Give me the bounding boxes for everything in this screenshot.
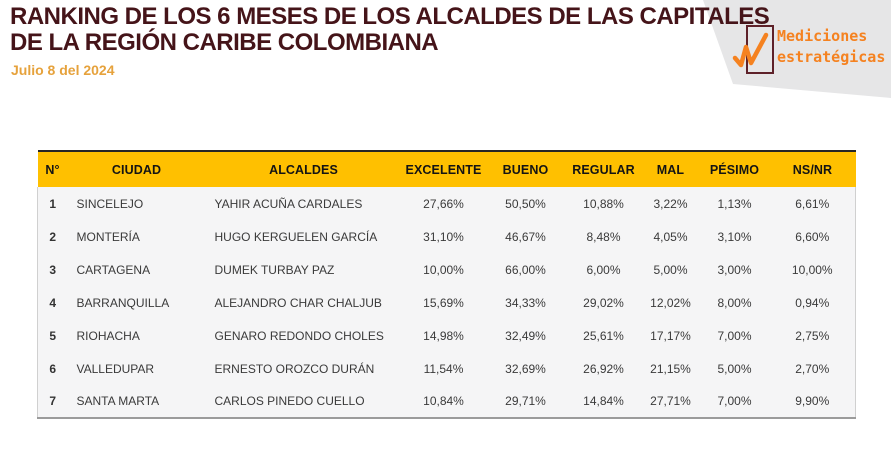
value-cell-nsnr: 6,60% — [769, 220, 856, 253]
value-cell-mal: 12,02% — [650, 295, 691, 310]
value-cell-regular: 10,88% — [583, 196, 624, 211]
page-title-line1: RANKING DE LOS 6 MESES DE LOS ALCALDES D… — [10, 3, 770, 30]
value-cell-mal: 27,71% — [641, 385, 700, 419]
value-cell-bueno: 32,49% — [505, 328, 546, 343]
value-cell-mal: 17,17% — [650, 328, 691, 343]
row-number-cell: 2 — [37, 220, 68, 253]
column-header-regular: REGULAR — [565, 150, 642, 187]
table-row: 2 MONTERÍA HUGO KERGUELEN GARCÍA 31,10% 46,6… — [37, 220, 856, 253]
row-number-cell: 6 — [37, 352, 68, 385]
table-row: 3 CARTAGENA DUMEK TURBAY PAZ 10,00% 66,00% 6,… — [37, 253, 856, 286]
table-row: 5 RIOHACHA GENARO REDONDO CHOLES 14,98% 32,4… — [37, 319, 856, 352]
ranking-table-container: N° CIUDAD ALCALDES EXCELENTE BUENO REGULAR MAL… — [37, 150, 856, 419]
page-title-line2: DE LA REGIÓN CARIBE COLOMBIANA — [10, 29, 439, 56]
value-cell-regular: 6,00% — [586, 262, 621, 277]
value-cell-mal: 3,22% — [653, 196, 688, 211]
city-cell: BARRANQUILLA — [76, 295, 170, 310]
value-cell-regular: 29,02% — [583, 295, 624, 310]
column-header-alcaldes: ALCALDES — [205, 150, 402, 187]
city-cell: SANTA MARTA — [67, 385, 206, 419]
table-row: 1 SINCELEJO YAHIR ACUÑA CARDALES 27,66% 50,5… — [37, 187, 856, 220]
column-header-bueno: BUENO — [485, 150, 566, 187]
value-cell-bueno: 29,71% — [485, 385, 566, 419]
table-body: 1 SINCELEJO YAHIR ACUÑA CARDALES 27,66% 50,5… — [37, 187, 856, 419]
value-cell-pesimo: 7,00% — [717, 328, 752, 343]
value-cell-excelente: 14,98% — [423, 328, 464, 343]
row-number-cell: 4 — [37, 286, 68, 319]
logo-line2: estratégicas — [777, 48, 886, 66]
city-cell: RIOHACHA — [76, 328, 140, 343]
logo-wordmark: Mediciones estratégicas — [777, 26, 885, 68]
value-cell-bueno: 34,33% — [505, 295, 546, 310]
value-cell-excelente: 27,66% — [423, 196, 464, 211]
mayor-cell: GENARO REDONDO CHOLES — [214, 328, 384, 343]
value-cell-mal: 4,05% — [653, 229, 688, 244]
value-cell-excelente: 10,00% — [423, 262, 464, 277]
mayor-cell: DUMEK TURBAY PAZ — [214, 262, 335, 277]
value-cell-excelente: 11,54% — [423, 361, 464, 376]
city-cell: VALLEDUPAR — [76, 361, 155, 376]
column-header-ciudad: CIUDAD — [67, 150, 206, 187]
row-number-cell: 3 — [37, 253, 68, 286]
value-cell-regular: 25,61% — [583, 328, 624, 343]
column-header-excelente: EXCELENTE — [401, 150, 486, 187]
value-cell-excelente: 31,10% — [423, 229, 464, 244]
value-cell-pesimo: 5,00% — [717, 361, 752, 376]
mayor-cell: CARLOS PINEDO CUELLO — [205, 385, 402, 419]
table-row: 4 BARRANQUILLA ALEJANDRO CHAR CHALJUB 15,69… — [37, 286, 856, 319]
mayor-cell: ALEJANDRO CHAR CHALJUB — [214, 295, 382, 310]
value-cell-nsnr: 0,94% — [769, 286, 856, 319]
ranking-table: N° CIUDAD ALCALDES EXCELENTE BUENO REGULAR MAL… — [37, 150, 856, 419]
value-cell-nsnr: 6,61% — [769, 187, 856, 220]
value-cell-pesimo: 1,13% — [717, 196, 752, 211]
value-cell-bueno: 50,50% — [505, 196, 546, 211]
city-cell: CARTAGENA — [76, 262, 151, 277]
report-date: Julio 8 del 2024 — [11, 62, 115, 78]
city-cell: MONTERÍA — [76, 229, 140, 244]
column-header-mal: MAL — [641, 150, 700, 187]
mayor-cell: HUGO KERGUELEN GARCÍA — [214, 229, 378, 244]
checkmark-pulse-icon — [732, 32, 769, 68]
value-cell-regular: 8,48% — [586, 229, 621, 244]
logo-line1: Mediciones — [777, 27, 868, 45]
value-cell-nsnr: 2,75% — [769, 319, 856, 352]
value-cell-mal: 21,15% — [650, 361, 691, 376]
value-cell-pesimo: 3,10% — [717, 229, 752, 244]
row-number-cell: 1 — [37, 187, 68, 220]
row-number-cell: 7 — [37, 385, 68, 419]
table-header: N° CIUDAD ALCALDES EXCELENTE BUENO REGULAR MAL… — [37, 150, 856, 187]
value-cell-excelente: 15,69% — [423, 295, 464, 310]
table-header-row: N° CIUDAD ALCALDES EXCELENTE BUENO REGULAR MAL… — [37, 150, 856, 187]
value-cell-regular: 14,84% — [565, 385, 642, 419]
value-cell-bueno: 32,69% — [505, 361, 546, 376]
page-title: RANKING DE LOS 6 MESES DE LOS ALCALDES D… — [10, 3, 770, 56]
table-row: 6 VALLEDUPAR ERNESTO OROZCO DURÁN 11,54% 32,… — [37, 352, 856, 385]
column-header-pesimo: PÉSIMO — [699, 150, 770, 187]
value-cell-pesimo: 3,00% — [717, 262, 752, 277]
value-cell-excelente: 10,84% — [401, 385, 486, 419]
value-cell-bueno: 66,00% — [505, 262, 546, 277]
value-cell-mal: 5,00% — [653, 262, 688, 277]
value-cell-bueno: 46,67% — [505, 229, 546, 244]
column-header-nsnr: NS/NR — [769, 150, 856, 187]
value-cell-nsnr: 9,90% — [769, 385, 856, 419]
value-cell-nsnr: 10,00% — [769, 253, 856, 286]
value-cell-regular: 26,92% — [583, 361, 624, 376]
row-number-cell: 5 — [37, 319, 68, 352]
mayor-cell: ERNESTO OROZCO DURÁN — [214, 361, 375, 376]
city-cell: SINCELEJO — [76, 196, 144, 211]
value-cell-pesimo: 7,00% — [699, 385, 770, 419]
mayor-cell: YAHIR ACUÑA CARDALES — [214, 196, 363, 211]
table-row: 7 SANTA MARTA CARLOS PINEDO CUELLO 10,84% 29… — [37, 385, 856, 419]
value-cell-nsnr: 2,70% — [769, 352, 856, 385]
value-cell-pesimo: 8,00% — [717, 295, 752, 310]
column-header-numero: N° — [37, 150, 68, 187]
